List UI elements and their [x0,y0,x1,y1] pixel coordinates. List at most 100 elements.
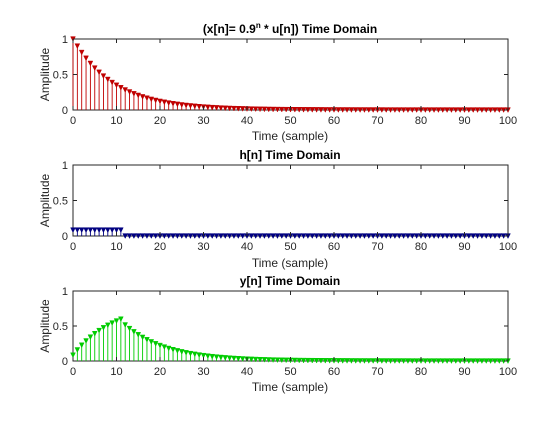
panel-x-marker [131,91,137,97]
panel-y-marker [178,349,185,355]
panel-y-marker [157,342,163,349]
panel-h-marker [474,233,481,239]
panel-x-xlabel: Time (sample) [252,129,328,143]
panel-x-marker [278,106,285,113]
panel-x-marker [335,107,342,113]
panel-x-marker [74,43,81,50]
panel-x-marker [91,65,98,72]
panel-x-marker [470,107,477,113]
panel-h-marker [100,227,107,234]
panel-h-marker [361,233,368,239]
panel-h-marker [226,233,233,239]
panel-x-marker [113,82,120,89]
panel-y-marker [283,357,289,364]
panel-x-marker [379,107,385,113]
panel-x-marker [452,107,459,113]
panel-x-marker [96,69,102,76]
panel-y-marker [466,358,472,364]
panel-x-marker [405,107,411,113]
panel-h-marker [70,227,76,234]
panel-h-marker [335,233,342,239]
panel-x-marker [196,104,202,110]
panel-y-marker [357,358,363,364]
panel-x-marker [426,107,433,113]
panel-h-marker [257,233,263,239]
panel-x-stems [70,36,511,113]
panel-h-marker [409,233,416,239]
panel-h-marker [365,233,372,239]
panel-h-marker [144,233,150,239]
panel-x-marker [383,107,390,113]
panel-y-marker [270,357,276,363]
panel-x-marker [152,97,159,104]
panel-h-marker [296,233,303,239]
panel-y-marker [226,355,233,362]
panel-y-marker [148,339,155,345]
panel-h-marker [126,233,133,239]
panel-h-marker [83,227,89,234]
panel-h-marker [435,233,442,239]
panel-h-marker [405,233,411,239]
panel-h-marker [300,233,307,239]
panel-y-marker [126,325,133,332]
panel-x-x-tick-label: 50 [284,115,296,127]
panel-y-marker [322,358,329,364]
panel-x-marker [474,107,481,113]
panel-h-marker [457,233,463,239]
panel-h-marker [118,227,124,234]
panel-h-marker [96,227,102,234]
panel-y-marker [200,352,207,359]
panel-y-marker [261,357,268,363]
panel-h-x-tick-label: 100 [499,241,517,253]
panel-h-marker [139,233,146,239]
panel-y-marker [348,358,355,364]
panel-y-x-tick-label: 90 [458,366,470,378]
panel-y-marker [135,332,142,338]
panel-h-marker [109,227,115,234]
panel-x-marker [239,106,246,112]
panel-y-marker [370,358,376,364]
panel-h-marker [161,233,168,239]
panel-y-marker [379,358,385,364]
panel-h-marker [135,233,142,239]
panel-x-marker [439,107,446,113]
panel-y-marker [474,358,481,364]
panel-h-marker [339,233,346,239]
panel-h-marker [466,233,472,239]
panel-h-marker [400,233,407,239]
panel-y-marker [213,354,220,361]
panel-h-marker [270,233,276,239]
panel-x-marker [274,106,281,113]
panel-y-x-tick-label: 80 [415,366,427,378]
panel-x-marker [265,106,272,113]
panel-h-marker [165,233,172,239]
panel-x-marker [248,106,255,113]
panel-y-marker [131,329,137,335]
panel-y-marker [448,358,455,364]
panel-h-marker [209,233,216,239]
panel-y-marker [352,358,359,364]
panel-h-marker [265,233,272,239]
panel-x-marker [283,106,289,113]
panel-h-x-tick-label: 10 [110,241,122,253]
panel-y-marker [87,334,94,341]
panel-h-marker [174,233,181,239]
panel-h-marker [309,233,316,239]
panel-x-marker [257,106,263,113]
panel-h-marker [470,233,477,239]
panel-x-marker [431,107,437,113]
panel-x-marker [231,105,237,112]
panel-y-marker [313,358,320,364]
panel-x-x-ticks: 0 10 20 30 40 50 60 70 80 90 100 [70,39,517,127]
panel-h-marker [152,233,159,239]
panel-x-marker [122,87,129,93]
panel-y-marker [235,356,242,362]
panel-h-x-ticks: 0 10 20 30 40 50 60 70 80 90 100 [70,165,517,253]
panel-h-marker [383,233,390,239]
panel-h-marker [431,233,437,239]
panel-y-marker [479,358,485,364]
panel-y-marker [252,356,259,363]
panel-h-ylabel: Amplitude [38,174,52,228]
panel-y-marker [470,358,477,364]
panel-y-ylabel: Amplitude [38,299,52,353]
